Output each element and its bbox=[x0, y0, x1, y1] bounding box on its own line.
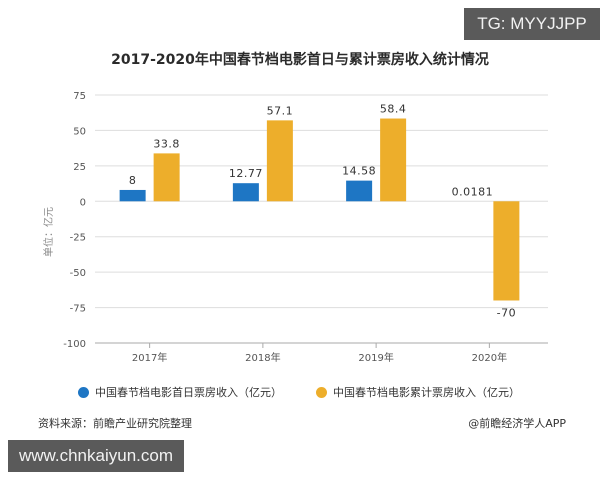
bar-cumulative[interactable] bbox=[266, 120, 293, 202]
chart-title: 2017-2020年中国春节档电影首日与累计票房收入统计情况 bbox=[111, 52, 489, 68]
y-tick-label: 25 bbox=[73, 162, 86, 173]
y-axis-label: 单位：亿元 bbox=[42, 207, 55, 257]
source-note: 资料来源：前瞻产业研究院整理 bbox=[38, 417, 192, 430]
data-label: -70 bbox=[497, 306, 516, 319]
data-label: 8 bbox=[129, 174, 137, 187]
data-label: 58.4 bbox=[380, 103, 407, 116]
bar-chart: 75 50 25 0 -25 -50 -75 -100 8 33.8 12.77 57.1 14.58… bbox=[42, 91, 548, 364]
data-label: 33.8 bbox=[153, 137, 180, 150]
bar-first-day[interactable] bbox=[346, 180, 373, 202]
bar-first-day[interactable] bbox=[232, 183, 259, 202]
y-tick-label: -100 bbox=[63, 339, 86, 350]
bar-first-day[interactable] bbox=[119, 189, 146, 202]
data-label: 12.77 bbox=[229, 167, 263, 180]
data-label: 57.1 bbox=[267, 104, 294, 117]
bar-cumulative[interactable] bbox=[493, 201, 520, 301]
credit-note: @前瞻经济学人APP bbox=[468, 417, 566, 430]
x-tick-label: 2017年 bbox=[132, 351, 167, 364]
tg-watermark-badge: TG: MYYJJPP bbox=[464, 8, 600, 40]
x-tick-label: 2019年 bbox=[358, 351, 393, 364]
y-tick-label: -75 bbox=[70, 304, 86, 315]
bar-cumulative[interactable] bbox=[380, 118, 407, 202]
legend-label: 中国春节档电影累计票房收入（亿元） bbox=[333, 386, 520, 399]
data-label: 0.0181 bbox=[452, 185, 494, 198]
legend-item-cumulative[interactable]: 中国春节档电影累计票房收入（亿元） bbox=[316, 384, 520, 400]
x-tick-label: 2020年 bbox=[472, 351, 507, 364]
y-tick-label: 75 bbox=[73, 91, 86, 102]
x-tick-label: 2018年 bbox=[245, 351, 280, 364]
gridlines bbox=[95, 94, 548, 344]
bars: 8 33.8 12.77 57.1 14.58 58.4 0.0181 -70 bbox=[119, 103, 520, 319]
x-axis: 2017年 2018年 2019年 2020年 bbox=[132, 343, 507, 364]
legend-label: 中国春节档电影首日票房收入（亿元） bbox=[95, 386, 282, 399]
y-tick-label: -50 bbox=[70, 268, 86, 279]
bar-cumulative[interactable] bbox=[153, 153, 180, 202]
data-label: 14.58 bbox=[342, 165, 376, 178]
legend-dot-blue-icon bbox=[78, 386, 89, 398]
legend-dot-orange-icon bbox=[316, 386, 327, 398]
y-axis-ticks: 75 50 25 0 -25 -50 -75 -100 bbox=[63, 91, 86, 350]
y-tick-label: 0 bbox=[80, 197, 86, 208]
site-watermark-badge: www.chnkaiyun.com bbox=[8, 440, 184, 472]
y-tick-label: 50 bbox=[73, 126, 86, 137]
legend: 中国春节档电影首日票房收入（亿元） 中国春节档电影累计票房收入（亿元） bbox=[78, 384, 520, 400]
y-tick-label: -25 bbox=[70, 233, 86, 244]
legend-item-first-day[interactable]: 中国春节档电影首日票房收入（亿元） bbox=[78, 384, 282, 400]
